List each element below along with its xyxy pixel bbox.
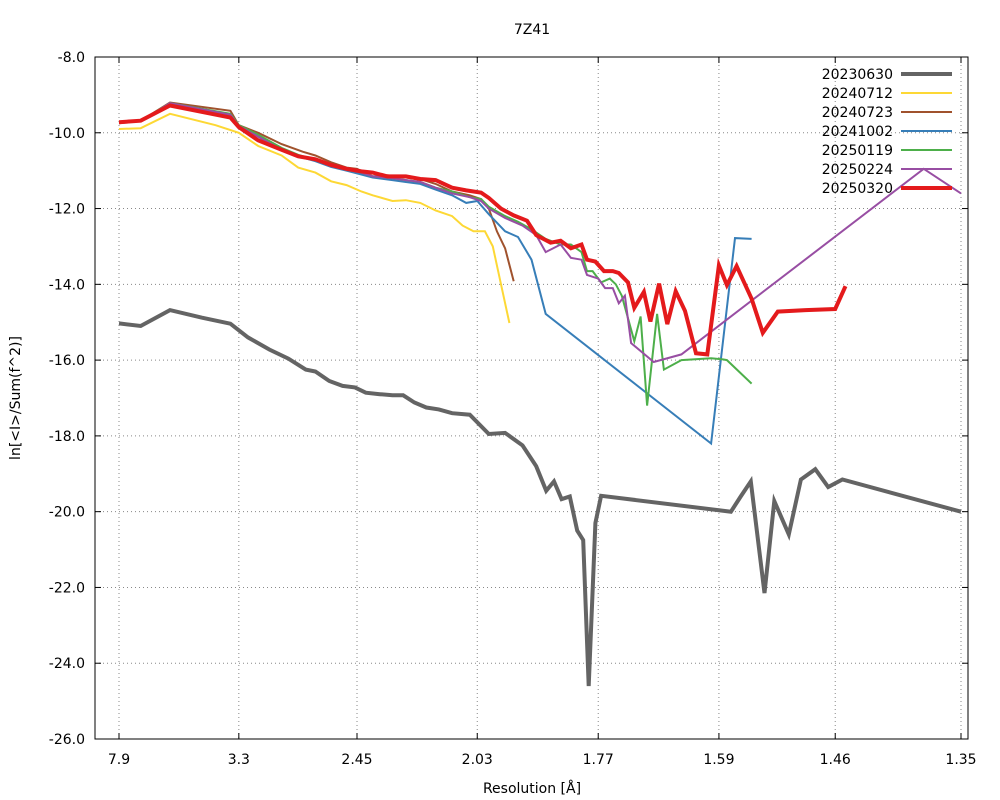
- y-tick-label: -16.0: [49, 353, 85, 369]
- series-line-20241002: [118, 102, 752, 446]
- x-tick-label: 3.3: [228, 752, 250, 768]
- grid: [95, 56, 968, 740]
- y-tick-label: -12.0: [49, 202, 85, 218]
- y-tick-label: -24.0: [49, 656, 85, 672]
- series-line-20230630: [118, 307, 962, 687]
- plot-frame: [94, 56, 969, 740]
- x-tick-label: 2.45: [341, 752, 372, 768]
- legend-label: 20230630: [822, 67, 893, 83]
- x-tick-label: 1.46: [820, 752, 851, 768]
- y-tick-label: -10.0: [49, 126, 85, 142]
- legend-label: 20240723: [822, 105, 893, 121]
- series-line-20250320: [118, 103, 848, 357]
- legend-label: 20241002: [822, 124, 893, 140]
- x-axis: 7.9 3.3 2.45 2.03 1.77 1.59 1.46 1.35: [108, 57, 977, 768]
- series-line-20240712: [118, 112, 511, 324]
- x-axis-title: Resolution [Å]: [483, 780, 581, 797]
- legend-label: 20250320: [822, 181, 893, 197]
- legend: 20230630 20240712 20240723 20241002 20250119…: [822, 67, 952, 197]
- y-tick-label: -8.0: [58, 50, 85, 66]
- x-tick-label: 7.9: [108, 752, 130, 768]
- y-tick-label: -14.0: [49, 277, 85, 293]
- x-tick-label: 2.03: [462, 752, 493, 768]
- y-tick-label: -18.0: [49, 429, 85, 445]
- y-tick-label: -22.0: [49, 580, 85, 596]
- x-tick-label: 1.77: [583, 752, 614, 768]
- chart-title: 7Z41: [514, 22, 550, 38]
- legend-label: 20240712: [822, 86, 893, 102]
- series-group: [118, 101, 962, 687]
- y-axis: -8.0 -10.0 -12.0 -14.0 -16.0 -18.0 -20.0 -22.0 -…: [49, 50, 968, 748]
- y-tick-label: -20.0: [49, 505, 85, 521]
- legend-label: 20250119: [822, 143, 893, 159]
- x-tick-label: 1.35: [945, 752, 976, 768]
- y-axis-title: ln[<I>/Sum(f^2)]: [8, 336, 24, 460]
- legend-label: 20250224: [822, 162, 893, 178]
- y-tick-label: -26.0: [49, 732, 85, 748]
- x-tick-label: 1.59: [703, 752, 734, 768]
